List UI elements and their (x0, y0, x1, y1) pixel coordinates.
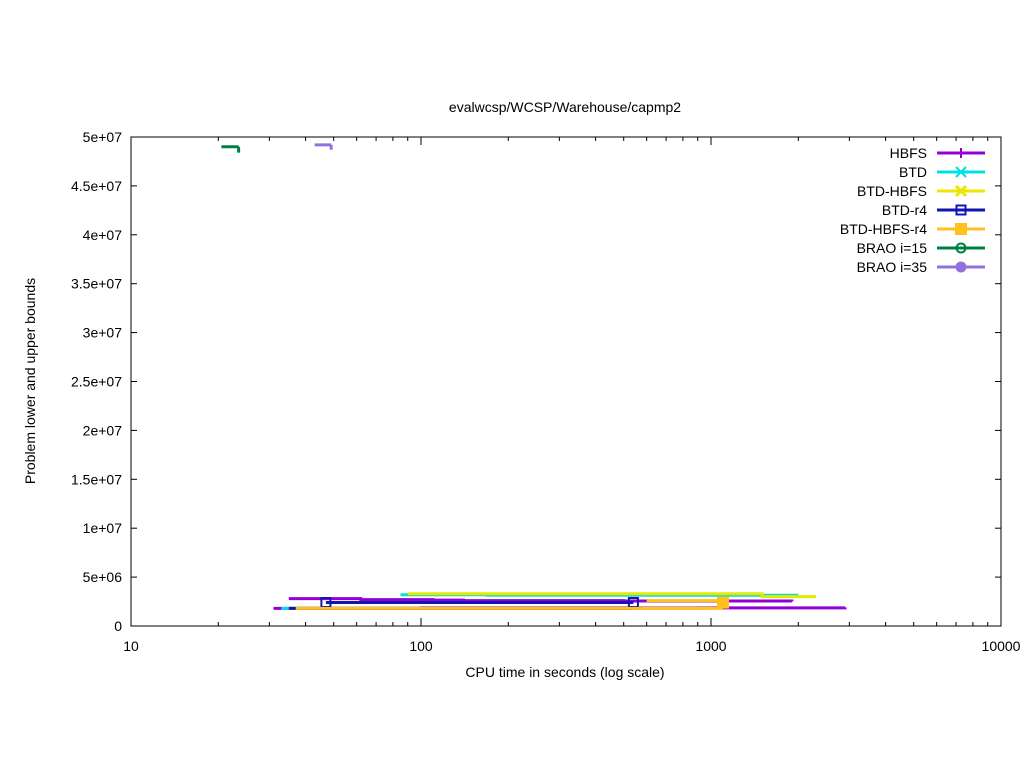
legend-label: BTD-r4 (882, 202, 927, 218)
y-tick-label: 4.5e+07 (71, 178, 122, 194)
y-tick-label: 4e+07 (83, 227, 123, 243)
legend-label: BTD (899, 164, 927, 180)
legend-label: BRAO i=35 (857, 259, 928, 275)
x-tick-label: 10000 (982, 638, 1021, 654)
y-tick-label: 2e+07 (83, 422, 123, 438)
legend-marker (955, 261, 967, 273)
y-tick-label: 5e+07 (83, 129, 123, 145)
y-tick-label: 1.5e+07 (71, 471, 122, 487)
legend-marker (955, 223, 967, 235)
legend-label: BRAO i=15 (857, 240, 928, 256)
plot-frame (130, 136, 1002, 627)
data-point (717, 596, 730, 609)
y-tick-label: 3e+07 (83, 325, 123, 341)
plot-area (221, 143, 847, 610)
series-brao-i-35 (314, 143, 333, 150)
y-tick-label: 0 (114, 618, 122, 634)
legend-marker (955, 166, 967, 178)
series-upper-line (646, 599, 725, 603)
x-tick-label: 100 (409, 638, 433, 654)
x-tick-label: 10 (123, 638, 139, 654)
y-tick-label: 2.5e+07 (71, 374, 122, 390)
y-tick-label: 1e+07 (83, 520, 123, 536)
legend-marker (955, 242, 967, 254)
legend-marker (955, 204, 967, 216)
legend-marker (956, 148, 966, 158)
chart-title: evalwcsp/WCSP/Warehouse/capmp2 (449, 99, 681, 115)
legend-label: HBFS (890, 145, 927, 161)
y-tick-label: 3.5e+07 (71, 276, 122, 292)
legend: HBFS BTD BTD-HBFS BTD-r4 BTD-HBFS-r4 BRAO i=1… (840, 145, 985, 275)
legend-label: BTD-HBFS (857, 183, 927, 199)
y-axis-label: Problem lower and upper bounds (22, 278, 38, 484)
series-btd-hbfs-r4 (295, 596, 730, 610)
series-brao-i-15 (221, 145, 241, 153)
y-tick-label: 5e+06 (83, 569, 123, 585)
series-upper-line (407, 592, 816, 599)
legend-marker (954, 184, 968, 198)
x-axis-label: CPU time in seconds (log scale) (465, 664, 664, 680)
x-tick-label: 1000 (695, 638, 726, 654)
legend-label: BTD-HBFS-r4 (840, 221, 927, 237)
axes: 0 5e+06 1e+07 1.5e+07 2e+07 2.5e+07 3e+07 3.5e+… (71, 129, 1021, 654)
